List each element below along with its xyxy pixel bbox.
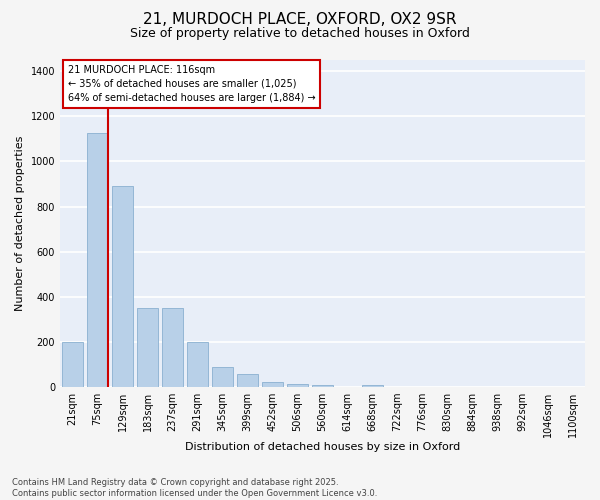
Text: Contains HM Land Registry data © Crown copyright and database right 2025.
Contai: Contains HM Land Registry data © Crown c… (12, 478, 377, 498)
Y-axis label: Number of detached properties: Number of detached properties (15, 136, 25, 311)
Bar (312, 385, 333, 387)
Bar (237, 374, 258, 387)
Bar (212, 366, 233, 387)
Bar (87, 133, 108, 387)
Bar (187, 342, 208, 387)
Bar (287, 384, 308, 387)
Bar (112, 186, 133, 387)
Text: 21 MURDOCH PLACE: 116sqm
← 35% of detached houses are smaller (1,025)
64% of sem: 21 MURDOCH PLACE: 116sqm ← 35% of detach… (68, 65, 316, 103)
Bar (162, 308, 183, 387)
Text: 21, MURDOCH PLACE, OXFORD, OX2 9SR: 21, MURDOCH PLACE, OXFORD, OX2 9SR (143, 12, 457, 28)
Text: Size of property relative to detached houses in Oxford: Size of property relative to detached ho… (130, 28, 470, 40)
X-axis label: Distribution of detached houses by size in Oxford: Distribution of detached houses by size … (185, 442, 460, 452)
Bar (137, 308, 158, 387)
Bar (62, 342, 83, 387)
Bar (362, 385, 383, 387)
Bar (262, 382, 283, 387)
